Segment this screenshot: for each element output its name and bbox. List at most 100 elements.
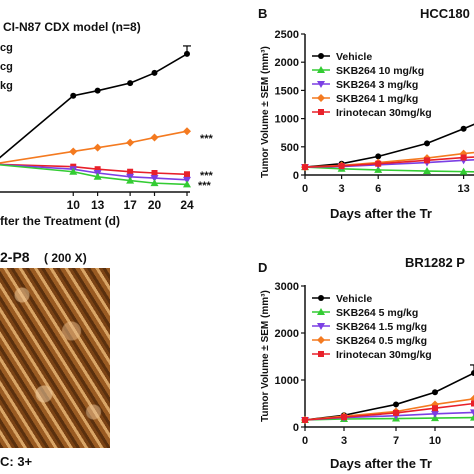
panel-d-ylabel: Tumor Volume ± SEM (mm³) — [260, 290, 271, 422]
legend-label: SKB264 5 mg/kg — [336, 307, 418, 319]
y-tick-label: 1000 — [275, 375, 299, 387]
x-tick-label: 0 — [302, 435, 308, 447]
legend-label: Irinotecan 30mg/kg — [336, 107, 432, 119]
panel-b-ylabel: Tumor Volume ± SEM (mm³) — [260, 46, 271, 178]
data-point — [127, 80, 134, 87]
data-point — [375, 153, 382, 160]
panel-a-legend-fragment-3: kg — [0, 80, 13, 92]
data-point — [393, 409, 399, 416]
data-point — [424, 157, 430, 164]
panel-a-xlabel: fter the Treatment (d) — [0, 214, 120, 228]
data-point — [460, 125, 467, 132]
legend-label: SKB264 1 mg/kg — [336, 93, 418, 105]
data-point — [184, 50, 190, 57]
panel-b-x-ticks: 0 3 6 13 — [302, 175, 470, 195]
data-point — [471, 369, 474, 376]
panel-d-x-ticks: 0 3 7 10 — [302, 427, 441, 447]
legend-label: Irinotecan 30mg/kg — [336, 349, 432, 361]
x-tick-label: 3 — [341, 435, 347, 447]
data-point — [151, 69, 158, 76]
data-point — [183, 127, 191, 136]
data-point — [393, 401, 399, 408]
y-tick-label: 2000 — [275, 328, 299, 340]
legend-marker — [317, 308, 325, 315]
x-tick-label: 13 — [457, 183, 469, 195]
x-tick-label: 20 — [148, 198, 162, 212]
legend-label: Vehicle — [336, 51, 372, 63]
panel-b-xlabel: Days after the Tr — [330, 206, 432, 221]
panel-a-legend-fragment-1: cg — [0, 42, 13, 54]
x-tick-label: 3 — [339, 183, 345, 195]
x-tick-label: 10 — [67, 198, 81, 212]
panel-a-title: CI-N87 CDX model (n=8) — [3, 20, 141, 34]
series-line-4 — [0, 164, 188, 186]
panel-a-plot — [0, 45, 191, 188]
legend-marker — [317, 81, 325, 88]
data-point — [423, 167, 431, 175]
data-point — [470, 409, 474, 417]
y-tick-label: 1000 — [275, 114, 299, 126]
panel-c-title: 2-P8 — [0, 249, 30, 265]
y-tick-label: 3000 — [275, 281, 299, 293]
y-tick-label: 500 — [281, 142, 299, 154]
data-point — [460, 154, 467, 161]
x-tick-label: 17 — [123, 198, 137, 212]
series-line-2 — [0, 163, 188, 176]
data-point — [150, 179, 159, 187]
data-point — [69, 147, 78, 156]
data-point — [70, 92, 77, 99]
legend-label: SKB264 0.5 mg/kg — [336, 335, 427, 347]
legend-marker — [318, 53, 324, 59]
legend-marker — [318, 109, 324, 115]
x-tick-label: 0 — [302, 183, 308, 195]
data-point — [431, 410, 439, 418]
panel-d-legend: Vehicle SKB264 5 mg/kg SKB264 1.5 mg/kg SKB… — [312, 293, 432, 361]
data-point — [183, 180, 191, 188]
data-point — [470, 413, 474, 421]
legend-marker — [317, 336, 325, 344]
series-line-1 — [304, 166, 474, 173]
legend-label: SKB264 10 mg/kg — [336, 65, 424, 77]
data-point — [93, 172, 102, 180]
panel-a-x-ticks: 10 13 17 20 24 — [67, 192, 194, 212]
data-point — [150, 133, 159, 142]
x-tick-label: 10 — [429, 435, 441, 447]
data-point — [126, 138, 135, 147]
x-tick-label: 6 — [375, 183, 381, 195]
panel-d-plot — [301, 364, 474, 424]
panel-b-letter: B — [258, 6, 267, 21]
panel-b-legend: Vehicle SKB264 10 mg/kg SKB264 3 mg/kg SKB2… — [312, 51, 432, 119]
y-tick-label: 2000 — [275, 57, 299, 69]
data-point — [184, 171, 190, 178]
data-point — [432, 389, 438, 396]
data-point — [302, 416, 308, 423]
y-tick-label: 2500 — [275, 29, 299, 41]
panel-a-significance-2: *** — [200, 170, 214, 182]
panel-a-significance-3: *** — [198, 180, 212, 192]
data-point — [471, 400, 474, 407]
data-point — [151, 170, 158, 176]
data-point — [338, 162, 345, 169]
ihc-micrograph — [0, 268, 110, 448]
y-tick-label: 0 — [293, 170, 299, 182]
x-tick-label: 7 — [393, 435, 399, 447]
legend-marker — [317, 323, 325, 330]
x-tick-label: 24 — [180, 198, 194, 212]
legend-label: SKB264 1.5 mg/kg — [336, 321, 427, 333]
data-point — [150, 175, 159, 183]
series-line-1 — [0, 130, 188, 164]
data-point — [424, 140, 430, 147]
data-point — [432, 405, 438, 412]
panel-d-title: BR1282 P — [405, 255, 465, 270]
panel-c-magnification: ( 200 X) — [44, 251, 87, 265]
data-point — [341, 414, 347, 421]
data-point — [93, 143, 102, 152]
panel-a: CI-N87 CDX model (n=8) cg cg kg 10 13 17 20… — [0, 20, 214, 228]
data-point — [69, 167, 78, 175]
x-tick-label: 13 — [91, 198, 105, 212]
y-tick-label: 1500 — [275, 85, 299, 97]
panel-d-y-ticks: 0 1000 2000 3000 — [275, 281, 305, 434]
data-point — [126, 176, 135, 184]
panel-a-significance-1: *** — [200, 133, 214, 145]
